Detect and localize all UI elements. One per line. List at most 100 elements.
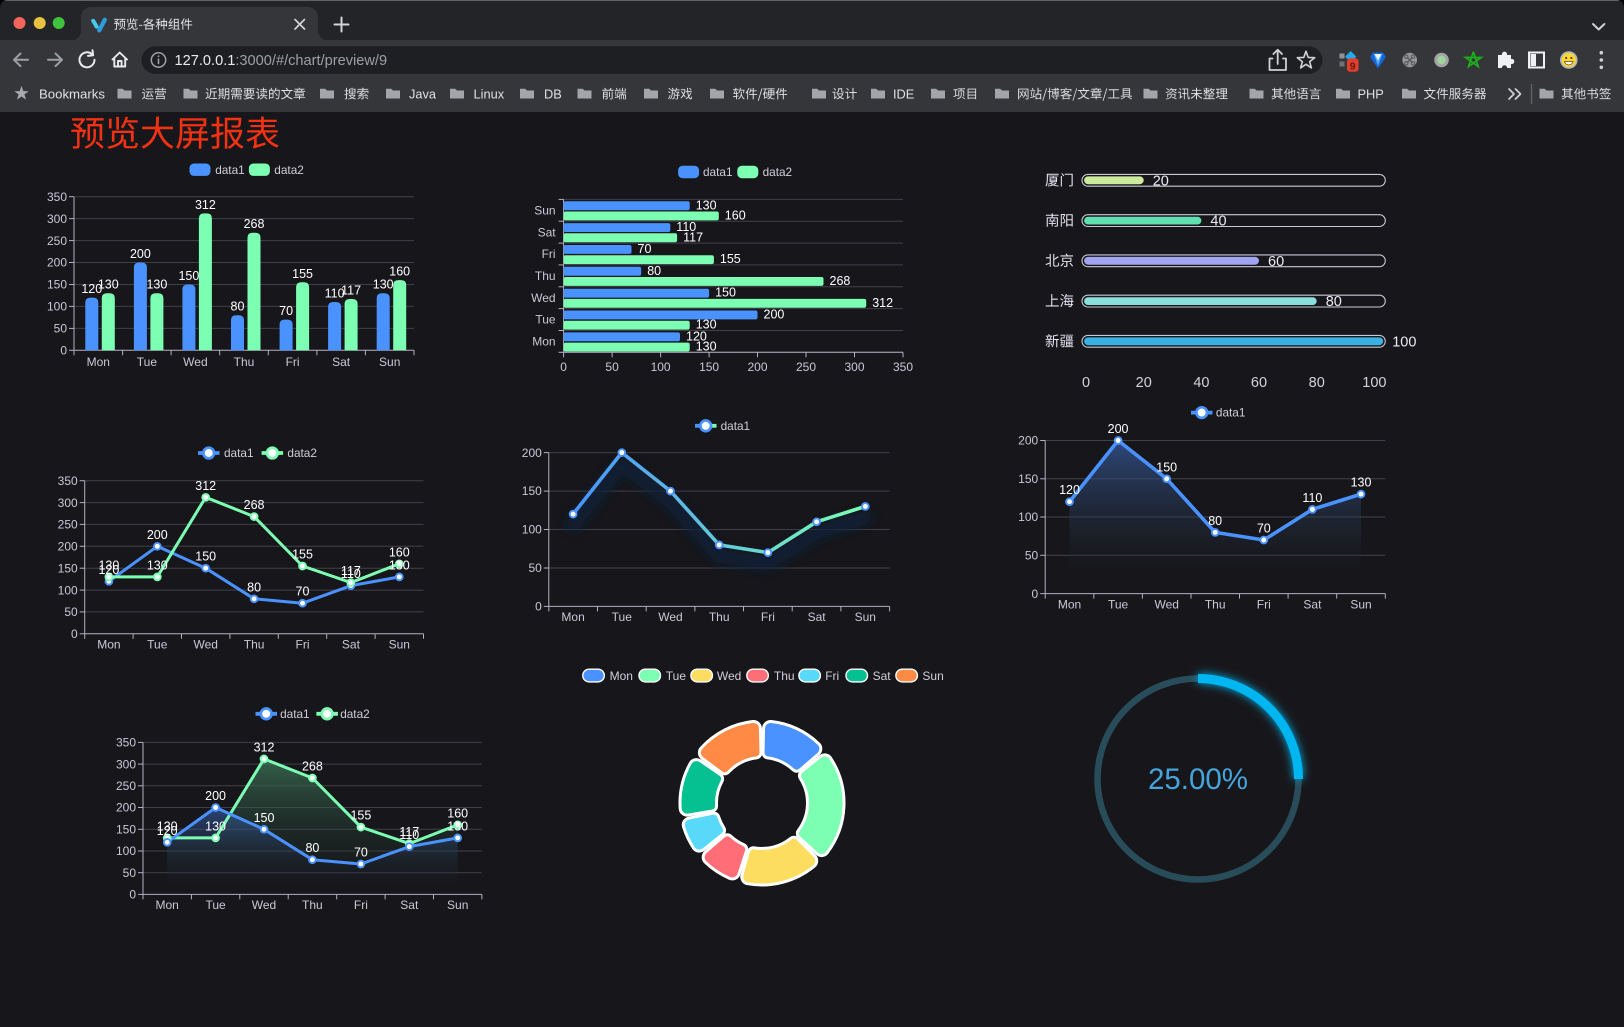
svg-text:25.00%: 25.00%	[1148, 763, 1248, 796]
svg-text:100: 100	[47, 300, 67, 314]
svg-text:data1: data1	[224, 446, 254, 460]
svg-text:70: 70	[296, 585, 310, 599]
svg-text:Tue: Tue	[147, 638, 168, 652]
svg-text:Linux: Linux	[474, 86, 505, 101]
svg-text:155: 155	[292, 548, 313, 562]
svg-text:Fri: Fri	[286, 355, 300, 369]
svg-text:Tue: Tue	[612, 610, 633, 624]
svg-text:70: 70	[354, 846, 368, 860]
svg-text:130: 130	[696, 198, 717, 212]
svg-text:data1: data1	[280, 707, 310, 721]
svg-text:80: 80	[247, 580, 261, 594]
svg-text:120: 120	[686, 329, 707, 343]
svg-text:200: 200	[147, 528, 168, 542]
svg-text:100: 100	[1362, 375, 1386, 391]
svg-text:Java: Java	[409, 86, 437, 101]
svg-text:155: 155	[350, 809, 371, 823]
svg-text:data1: data1	[1216, 406, 1246, 420]
svg-text:150: 150	[699, 360, 719, 374]
svg-text:130: 130	[696, 318, 717, 332]
svg-text:Wed: Wed	[717, 669, 741, 683]
svg-text:350: 350	[893, 360, 913, 374]
svg-text:80: 80	[305, 841, 319, 855]
svg-text:Thu: Thu	[244, 638, 265, 652]
svg-text:0: 0	[560, 360, 567, 374]
svg-text:200: 200	[522, 446, 542, 460]
svg-text:100: 100	[651, 360, 671, 374]
svg-text:Bookmarks: Bookmarks	[39, 87, 105, 102]
svg-text:130: 130	[147, 558, 168, 572]
svg-text:130: 130	[98, 558, 119, 572]
svg-text:110: 110	[399, 828, 419, 842]
svg-text:Fri: Fri	[542, 247, 556, 261]
svg-text:130: 130	[98, 278, 119, 292]
svg-text:Sat: Sat	[342, 638, 361, 652]
svg-text:110: 110	[676, 220, 696, 234]
svg-text:Wed: Wed	[252, 898, 276, 912]
svg-text:130: 130	[389, 558, 410, 572]
svg-text:117: 117	[341, 284, 361, 298]
svg-text:Mon: Mon	[156, 898, 179, 912]
svg-text:110: 110	[325, 287, 345, 301]
svg-text:200: 200	[747, 360, 767, 374]
svg-text:268: 268	[244, 498, 265, 512]
svg-text:268: 268	[244, 217, 265, 231]
svg-text:130: 130	[696, 340, 717, 354]
svg-text:Mon: Mon	[532, 335, 555, 349]
svg-text:300: 300	[58, 496, 78, 510]
svg-text:Sun: Sun	[855, 610, 876, 624]
svg-text:150: 150	[195, 550, 216, 564]
svg-text:127.0.0.1:3000/#/chart/preview: 127.0.0.1:3000/#/chart/preview/9	[175, 53, 388, 69]
svg-text:130: 130	[146, 278, 167, 292]
svg-text:60: 60	[1251, 375, 1267, 391]
svg-text:9: 9	[1350, 60, 1356, 72]
svg-text:Fri: Fri	[354, 898, 368, 912]
svg-text:data1: data1	[721, 419, 751, 433]
svg-text:150: 150	[1018, 472, 1038, 486]
svg-text:Tue: Tue	[205, 898, 226, 912]
svg-text:IDE: IDE	[893, 86, 914, 101]
svg-text:312: 312	[254, 740, 275, 754]
svg-text:Sat: Sat	[873, 669, 892, 683]
svg-text:0: 0	[60, 344, 67, 358]
svg-text:150: 150	[254, 811, 275, 825]
svg-text:Tue: Tue	[535, 313, 556, 327]
svg-text:data2: data2	[274, 163, 304, 177]
svg-text:Wed: Wed	[193, 638, 217, 652]
svg-text:Wed: Wed	[183, 355, 207, 369]
svg-text:Sun: Sun	[1350, 598, 1371, 612]
svg-text:155: 155	[292, 267, 313, 281]
svg-text:200: 200	[764, 308, 785, 322]
svg-text:Sat: Sat	[808, 610, 827, 624]
svg-text:300: 300	[116, 757, 136, 771]
svg-text:312: 312	[872, 296, 893, 310]
svg-text:200: 200	[130, 247, 151, 261]
svg-text:80: 80	[1326, 294, 1342, 310]
svg-text:300: 300	[47, 212, 67, 226]
svg-text:70: 70	[1257, 522, 1271, 536]
svg-text:150: 150	[715, 286, 736, 300]
svg-text:Wed: Wed	[658, 610, 682, 624]
svg-text:data1: data1	[703, 165, 733, 179]
svg-text:200: 200	[1108, 422, 1129, 436]
svg-text:50: 50	[605, 360, 619, 374]
svg-text:20: 20	[1153, 173, 1169, 189]
svg-text:Thu: Thu	[1205, 598, 1226, 612]
svg-text:Thu: Thu	[709, 610, 730, 624]
svg-text:Mon: Mon	[610, 669, 633, 683]
svg-text:Thu: Thu	[234, 355, 255, 369]
svg-text:0: 0	[129, 888, 136, 902]
svg-text:250: 250	[116, 779, 136, 793]
svg-text:Fri: Fri	[825, 669, 839, 683]
svg-text:350: 350	[58, 474, 78, 488]
svg-text:110: 110	[341, 567, 361, 581]
svg-text:Wed: Wed	[1154, 598, 1178, 612]
svg-text:160: 160	[389, 265, 410, 279]
svg-text:80: 80	[647, 264, 661, 278]
svg-text:200: 200	[116, 801, 136, 815]
svg-text:50: 50	[54, 322, 68, 336]
svg-text:100: 100	[1392, 334, 1416, 350]
svg-text:Mon: Mon	[561, 610, 584, 624]
svg-text:Sun: Sun	[389, 638, 410, 652]
svg-text:250: 250	[47, 234, 67, 248]
